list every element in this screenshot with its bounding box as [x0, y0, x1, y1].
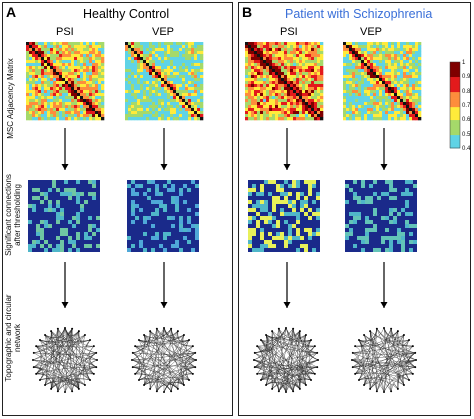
column-label-vep: VEP: [360, 26, 383, 38]
thresholded-matrix-hc-psi: [28, 180, 100, 252]
adjacency-heatmap-hc-vep: [125, 42, 204, 121]
heatmap-cells: [125, 42, 204, 121]
down-arrow: [283, 262, 291, 308]
network-nodes: [32, 327, 98, 393]
network-edges: [32, 327, 98, 393]
network-nodes: [253, 327, 319, 393]
adjacency-heatmap-hc-psi: [26, 42, 105, 121]
matrix-cells: [127, 180, 199, 252]
matrix-cells: [248, 180, 320, 252]
down-arrow: [160, 128, 168, 170]
panel-title: Healthy Control: [83, 7, 170, 21]
colorbar: [449, 61, 461, 149]
column-label-psi: PSI: [280, 26, 298, 38]
down-arrow: [61, 128, 69, 170]
network-edges: [351, 327, 417, 393]
colorbar-tick-label: 0.7: [462, 103, 471, 109]
network-edges: [253, 327, 319, 393]
circular-network-hc-psi: [32, 327, 98, 393]
matrix-cells: [345, 180, 417, 252]
adjacency-heatmap-sz-vep: [343, 42, 422, 121]
thresholded-matrix-sz-psi: [248, 180, 320, 252]
panel-letter: B: [242, 4, 253, 20]
heatmap-cells: [245, 42, 324, 121]
adjacency-heatmap-sz-psi: [245, 42, 324, 121]
panel-letter: A: [6, 4, 17, 20]
panel-title: Patient with Schizophrenia: [285, 7, 433, 21]
colorbar-tick-label: 0.6: [462, 117, 471, 124]
down-arrow: [380, 128, 388, 170]
down-arrow: [61, 262, 69, 308]
circular-network-sz-vep: [351, 327, 417, 393]
network-nodes: [131, 327, 197, 393]
circular-network-sz-psi: [253, 327, 319, 393]
thresholded-matrix-sz-vep: [345, 180, 417, 252]
column-label-psi: PSI: [56, 26, 74, 38]
colorbar-tick-label: 1: [462, 60, 466, 66]
circular-network-hc-vep: [131, 327, 197, 393]
network-edges: [131, 327, 197, 393]
down-arrow: [160, 262, 168, 308]
down-arrow: [380, 262, 388, 308]
colorbar-tick-label: 0.4: [462, 146, 471, 152]
matrix-cells: [28, 180, 100, 252]
colorbar-tick-label: 0.8: [462, 88, 471, 95]
thresholded-matrix-hc-vep: [127, 180, 199, 252]
down-arrow: [283, 128, 291, 170]
heatmap-cells: [343, 42, 422, 121]
colorbar-tick-label: 0.9: [462, 74, 471, 81]
heatmap-cells: [26, 42, 105, 121]
network-nodes: [351, 327, 417, 393]
colorbar-tick-label: 0.5: [462, 131, 471, 138]
column-label-vep: VEP: [152, 26, 175, 38]
